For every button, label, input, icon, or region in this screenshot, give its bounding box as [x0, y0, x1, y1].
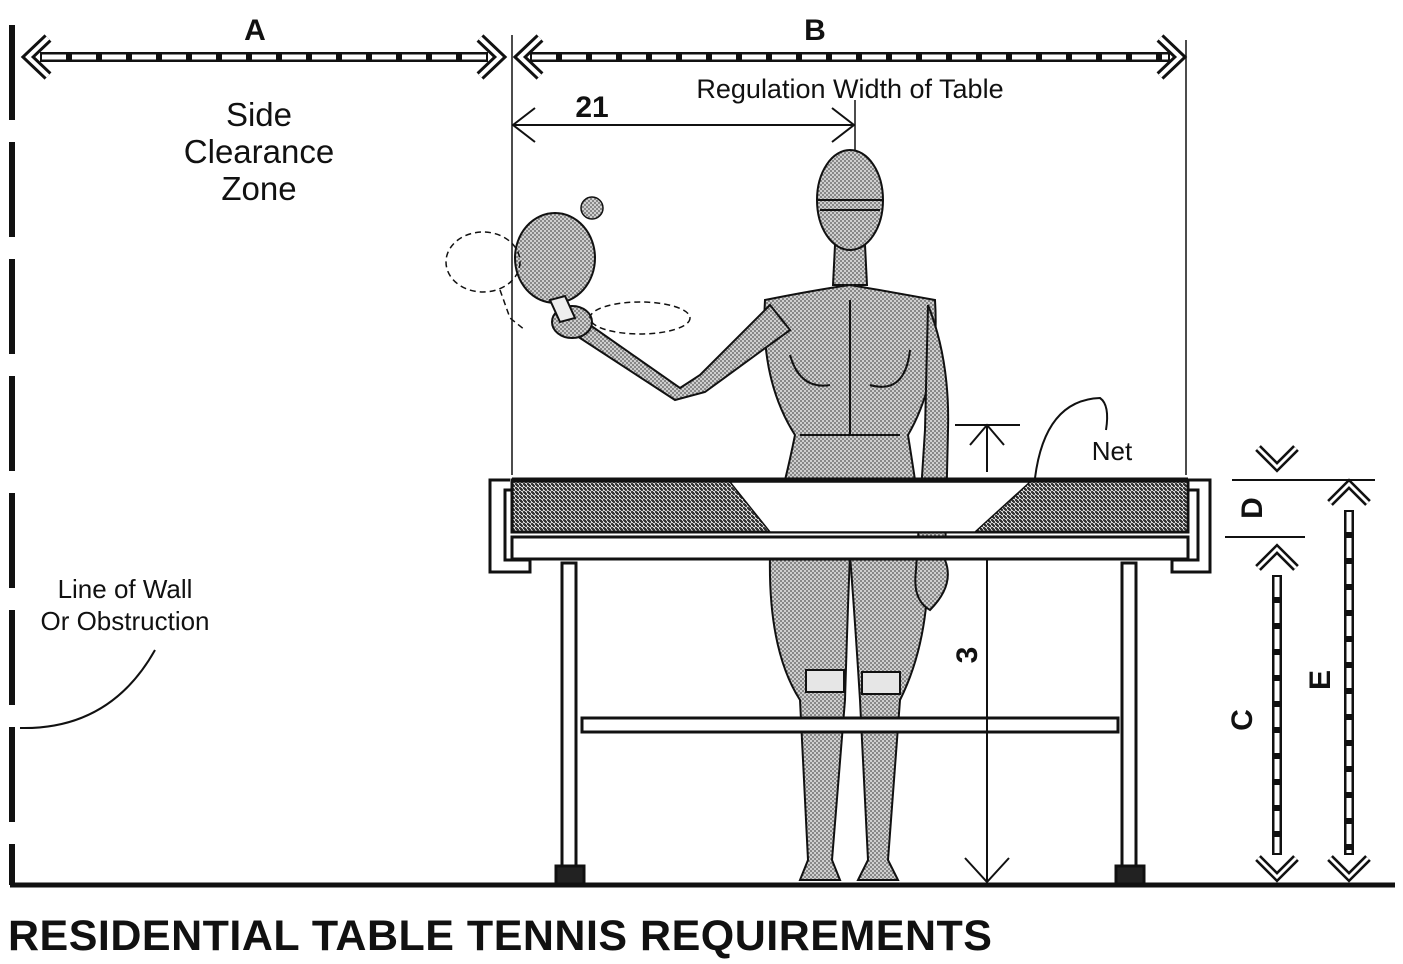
net-leader-line — [1034, 396, 1109, 479]
paddle — [514, 212, 596, 324]
dimension-c — [1255, 543, 1299, 883]
label-21: 21 — [575, 91, 608, 124]
wall-leader-line — [19, 649, 156, 730]
net-label: Net — [1092, 436, 1133, 466]
side-clearance-line-3: Zone — [221, 170, 296, 207]
side-clearance-line-1: Side — [226, 96, 292, 133]
table — [488, 477, 1212, 886]
label-a: A — [244, 14, 266, 47]
label-b: B — [804, 14, 826, 47]
swing-ghost — [445, 231, 691, 335]
label-d: D — [1236, 497, 1269, 519]
dimension-a — [20, 34, 508, 80]
side-clearance-line-2: Clearance — [184, 133, 334, 170]
wall-label-line-2: Or Obstruction — [40, 606, 209, 636]
dimension-3 — [955, 423, 1020, 884]
page-title: RESIDENTIAL TABLE TENNIS REQUIREMENTS — [8, 912, 993, 960]
dimension-d — [1225, 445, 1375, 538]
dimension-b — [512, 34, 1188, 80]
dimension-e — [1327, 478, 1371, 883]
regulation-width-label: Regulation Width of Table — [696, 74, 1003, 104]
ball — [580, 196, 604, 220]
label-c: C — [1226, 709, 1259, 731]
wall-label-line-1: Line of Wall — [58, 574, 193, 604]
label-e: E — [1304, 670, 1337, 690]
label-3: 3 — [951, 647, 984, 664]
dimension-21 — [511, 100, 856, 160]
